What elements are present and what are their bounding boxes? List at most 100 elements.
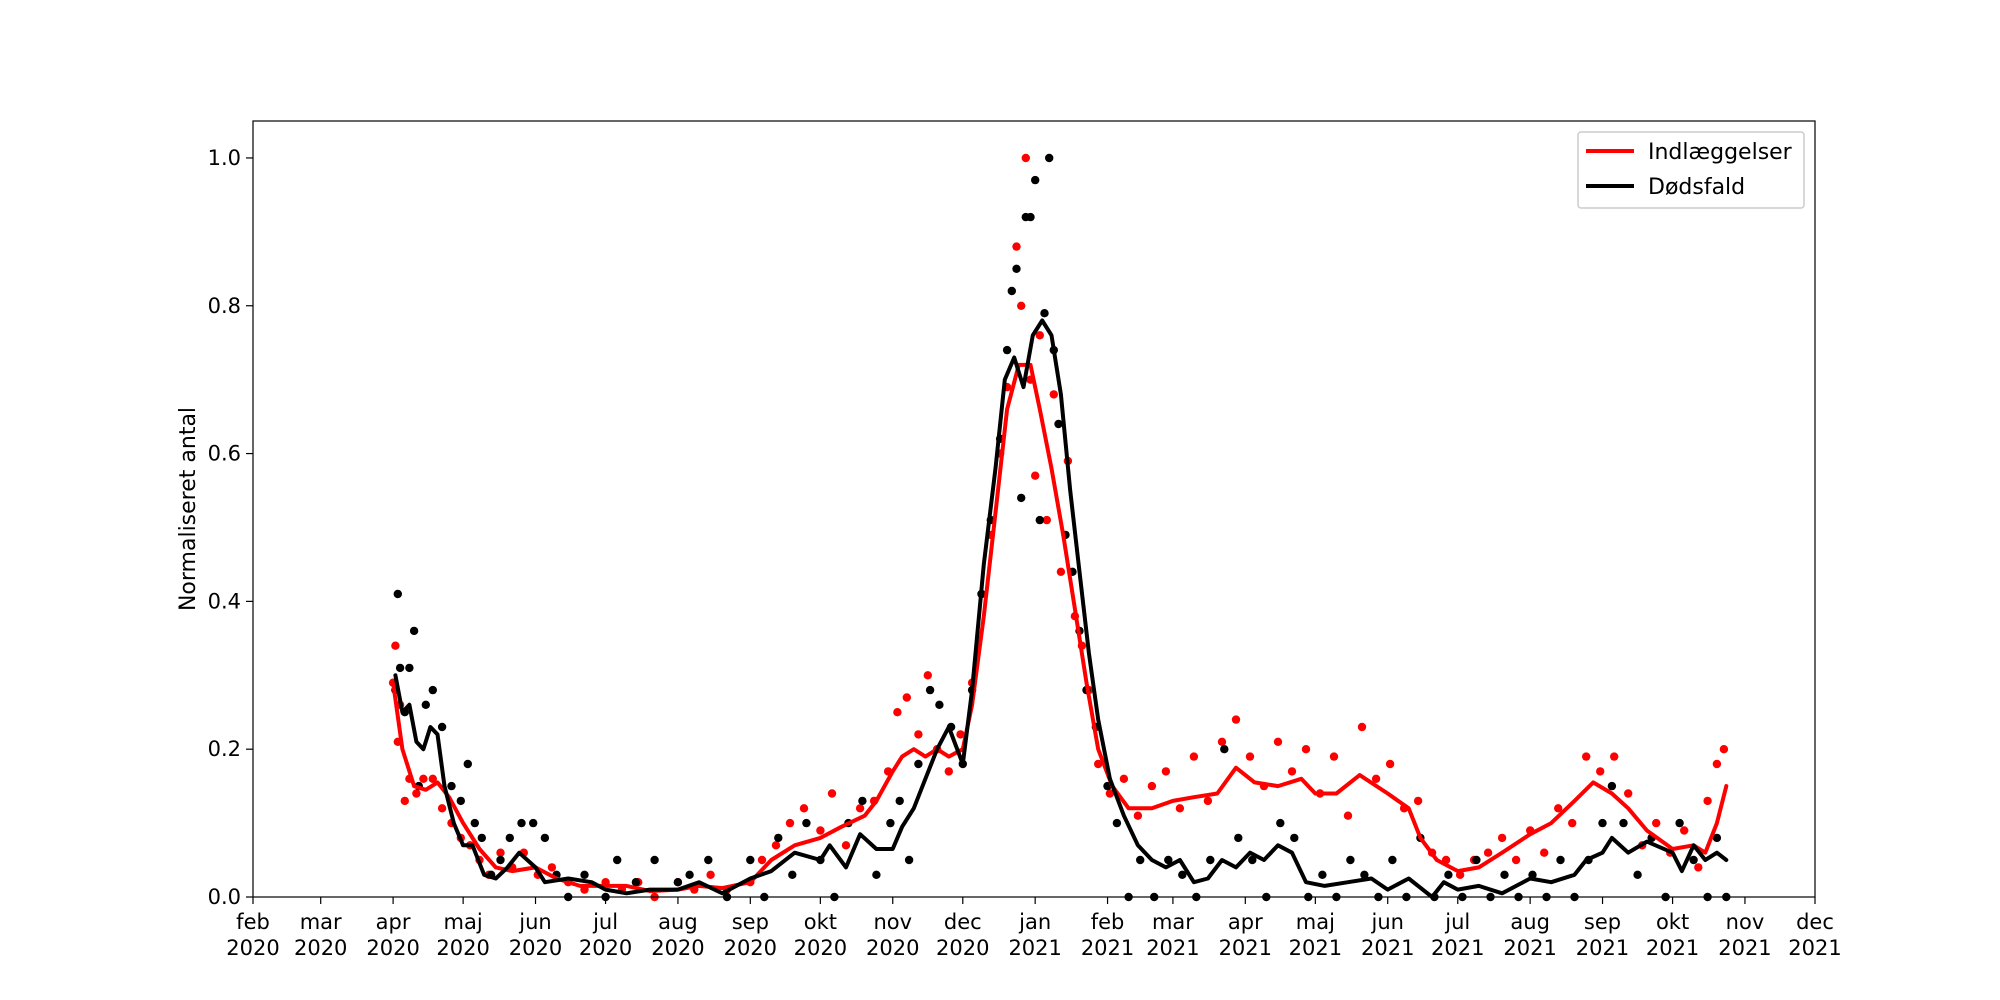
point-indlaeggelser	[1343, 811, 1353, 820]
legend-frame	[1577, 131, 1805, 209]
x-tick-label-month: nov	[873, 910, 912, 934]
point-indlaeggelser	[1554, 804, 1563, 813]
point-indlaeggelser	[400, 796, 409, 806]
point-indlaeggelser	[785, 818, 795, 828]
x-tick-label-month: nov	[1726, 910, 1765, 934]
point-indlaeggelser	[1035, 331, 1045, 340]
point-indlaeggelser	[1175, 804, 1185, 813]
point-indlaeggelser	[1133, 811, 1143, 820]
legend: Indlæggelser Dødsfald	[1577, 131, 1805, 209]
point-indlaeggelser	[1652, 818, 1661, 828]
point-dodsfald	[421, 700, 430, 709]
point-dodsfald	[1206, 855, 1215, 865]
point-dodsfald	[613, 855, 622, 865]
point-dodsfald	[447, 781, 456, 791]
x-tick-label-month: jan	[1018, 910, 1051, 934]
x-tick-label: jul 2020	[579, 910, 632, 960]
x-tick-label-year: 2020	[794, 936, 847, 960]
point-dodsfald	[456, 796, 465, 806]
y-tick-label: 0.4	[208, 589, 241, 613]
point-indlaeggelser	[914, 730, 923, 739]
x-tick-label: feb 2021	[1081, 910, 1134, 960]
point-indlaeggelser	[902, 693, 911, 702]
point-indlaeggelser	[1497, 833, 1507, 843]
x-tick-label-month: aug	[1510, 910, 1550, 934]
point-dodsfald	[1556, 855, 1565, 865]
point-dodsfald	[1689, 855, 1698, 865]
point-dodsfald	[409, 626, 419, 636]
x-tick-label: aug 2021	[1503, 910, 1556, 960]
point-indlaeggelser	[1017, 301, 1026, 310]
x-tick-label: sep 2021	[1576, 910, 1629, 960]
x-tick-label: okt 2020	[794, 910, 847, 960]
point-dodsfald	[1675, 818, 1684, 828]
point-dodsfald	[1031, 175, 1040, 185]
point-indlaeggelser	[1385, 759, 1395, 769]
x-tick-label-month: sep	[1584, 910, 1621, 934]
x-tick-label-year: 2020	[579, 936, 632, 960]
point-dodsfald	[895, 796, 904, 806]
point-dodsfald	[802, 818, 811, 828]
x-tick-label-year: 2020	[936, 936, 989, 960]
point-dodsfald	[1598, 818, 1607, 828]
x-tick-label-month: okt	[804, 910, 837, 934]
x-tick-label-year: 2020	[651, 936, 704, 960]
point-indlaeggelser	[1357, 722, 1367, 732]
point-dodsfald	[1112, 818, 1122, 828]
point-indlaeggelser	[412, 789, 421, 798]
x-tick-label-month: okt	[1656, 910, 1689, 934]
x-tick-label: maj 2021	[1289, 910, 1342, 960]
x-tick-label: jun 2021	[1361, 910, 1414, 960]
point-indlaeggelser	[1712, 759, 1722, 769]
point-indlaeggelser	[1582, 752, 1591, 761]
point-dodsfald	[517, 818, 526, 828]
point-indlaeggelser	[1680, 826, 1689, 835]
x-tick-label: jul 2021	[1431, 910, 1484, 960]
x-tick-label-month: maj	[1296, 910, 1335, 934]
point-indlaeggelser	[1012, 242, 1021, 251]
point-dodsfald	[1040, 309, 1049, 318]
x-tick-label-month: jul	[592, 910, 618, 934]
legend-label-dodsfald: Dødsfald	[1648, 175, 1745, 200]
point-indlaeggelser	[1610, 752, 1619, 761]
point-indlaeggelser	[1245, 752, 1255, 761]
y-axis-label: Normaliseret antal	[176, 407, 201, 611]
point-indlaeggelser	[944, 767, 953, 776]
point-indlaeggelser	[547, 863, 557, 872]
point-dodsfald	[580, 870, 589, 879]
point-indlaeggelser	[1287, 767, 1297, 776]
legend-label-indlaeggelser: Indlæggelser	[1648, 140, 1793, 165]
x-tick-label-month: dec	[1796, 910, 1834, 934]
point-dodsfald	[904, 855, 914, 865]
x-tick-label-year: 2020	[366, 936, 419, 960]
x-tick-label: apr 2020	[366, 910, 419, 960]
point-indlaeggelser	[1161, 767, 1171, 776]
point-dodsfald	[925, 685, 935, 695]
series-line-dodsfald	[393, 318, 1729, 899]
point-dodsfald	[1607, 781, 1617, 791]
point-dodsfald	[1472, 855, 1481, 865]
point-dodsfald	[1136, 855, 1145, 865]
point-indlaeggelser	[1273, 737, 1283, 746]
y-tick-label: 0.2	[208, 737, 241, 761]
x-tick-label-year: 2021	[1146, 936, 1199, 960]
point-dodsfald	[1164, 855, 1173, 865]
point-dodsfald	[673, 878, 683, 887]
point-dodsfald	[505, 833, 514, 843]
point-indlaeggelser	[799, 804, 809, 813]
x-tick-label-year: 2020	[294, 936, 347, 960]
point-dodsfald	[395, 663, 405, 673]
x-tick-label-month: sep	[732, 910, 769, 934]
point-dodsfald	[1007, 286, 1016, 296]
point-indlaeggelser	[1105, 789, 1115, 798]
point-indlaeggelser	[855, 804, 865, 813]
y-tick-label: 1.0	[208, 146, 241, 170]
point-dodsfald	[914, 759, 923, 769]
point-dodsfald	[1276, 818, 1285, 828]
x-tick-label-year: 2021	[1219, 936, 1272, 960]
point-dodsfald	[1220, 745, 1229, 754]
x-tick-label-year: 2021	[1081, 936, 1134, 960]
point-indlaeggelser	[1231, 715, 1241, 724]
point-indlaeggelser	[1413, 796, 1423, 806]
